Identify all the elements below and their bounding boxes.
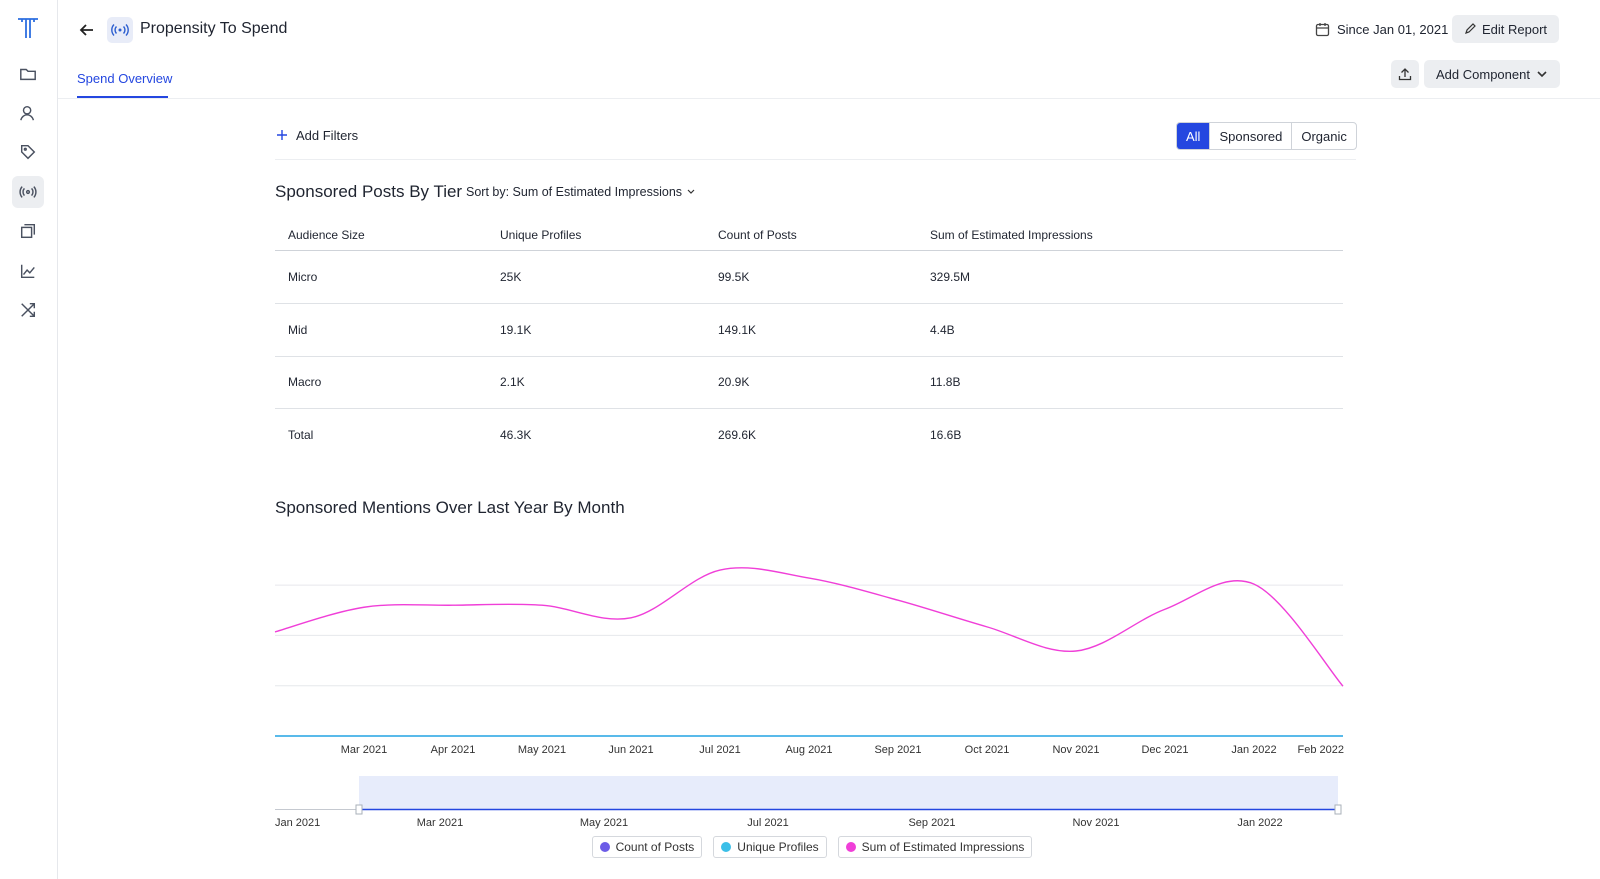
legend-swatch (845, 842, 856, 852)
legend-item[interactable]: Unique Profiles (713, 836, 827, 858)
navigator-handle[interactable] (1334, 804, 1342, 815)
series-line (274, 567, 1344, 687)
table-cell: Micro (288, 270, 318, 284)
legend-swatch (721, 842, 732, 852)
report-title: Propensity To Spend (140, 20, 288, 37)
pencil-icon (1465, 23, 1476, 34)
x-tick-label: Apr 2021 (431, 744, 476, 756)
segment-sponsored[interactable]: Sponsored (1209, 123, 1291, 149)
chart-title: Sponsored Mentions Over Last Year By Mon… (275, 498, 625, 517)
segment-all[interactable]: All (1177, 123, 1210, 149)
row-divider (275, 303, 1343, 304)
legend-swatch (599, 842, 610, 852)
logo (18, 18, 38, 38)
add-component-button[interactable]: Add Component (1424, 60, 1560, 88)
column-header: Sum of Estimated Impressions (930, 228, 1093, 242)
x-tick-label: Sep 2021 (874, 744, 921, 756)
x-tick-label: Jun 2021 (608, 744, 653, 756)
nav-analytics[interactable] (12, 255, 44, 287)
x-tick-label: Dec 2021 (1141, 744, 1188, 756)
date-range[interactable]: Since Jan 01, 2021 (1337, 22, 1449, 37)
x-tick-label: Feb 2022 (1298, 744, 1344, 756)
table-cell: 329.5M (930, 270, 971, 284)
column-header: Count of Posts (718, 228, 797, 242)
table-cell: 2.1K (500, 375, 525, 390)
add-component-label: Add Component (1436, 66, 1530, 82)
column-header: Unique Profiles (500, 228, 582, 242)
legend-label: Sum of Estimated Impressions (861, 840, 1025, 854)
navigator-label: Jan 2021 (275, 817, 320, 829)
legend-item[interactable]: Count of Posts (591, 836, 703, 858)
table-cell: Macro (288, 375, 322, 390)
row-divider (275, 355, 1343, 357)
x-tick-label: Mar 2021 (341, 744, 387, 756)
calendar-icon (1315, 23, 1330, 37)
header-divider (275, 250, 1343, 251)
sort-chevron (687, 189, 694, 194)
add-filters[interactable]: Add Filters (296, 128, 359, 143)
nav-shuffle[interactable] (12, 294, 44, 326)
nav-signals[interactable] (12, 176, 44, 208)
x-tick-label: Jul 2021 (699, 744, 741, 756)
tab[interactable]: Spend Overview (77, 71, 173, 86)
column-header: Audience Size (288, 228, 365, 242)
navigator-handle[interactable] (355, 804, 363, 815)
table-cell: 149.1K (718, 322, 757, 337)
x-tick-label: Jan 2022 (1231, 744, 1276, 756)
navigator-label: Nov 2021 (1072, 817, 1119, 829)
segment-organic[interactable]: Organic (1291, 123, 1356, 149)
table-cell: 19.1K (500, 322, 532, 337)
plus-icon (277, 130, 287, 140)
table-cell: 269.6K (718, 427, 757, 442)
x-tick-label: Aug 2021 (785, 744, 832, 756)
table-cell: 46.3K (500, 427, 532, 442)
table-cell: 25K (500, 270, 522, 284)
table-cell: 20.9K (718, 375, 750, 390)
table-cell: 16.6B (930, 427, 962, 442)
nav-collections[interactable] (12, 215, 44, 247)
legend-item[interactable]: Sum of Estimated Impressions (837, 836, 1033, 858)
nav-folder[interactable] (12, 58, 44, 90)
table-cell: 99.5K (718, 270, 750, 284)
filter-divider (275, 159, 1356, 160)
edit-report-label: Edit Report (1482, 21, 1548, 37)
row-divider (275, 408, 1343, 410)
sort-label: Sort by: Sum of Estimated Impressions (466, 185, 683, 199)
navigator-label: Mar 2021 (417, 817, 463, 829)
navigator-range (359, 776, 1338, 810)
upload-icon (1398, 68, 1412, 81)
sort-selector[interactable]: Sort by: Sum of Estimated Impressions (466, 185, 696, 199)
back-arrow[interactable] (79, 22, 95, 38)
navigator-label: May 2021 (580, 817, 628, 829)
navigator-label: Jan 2022 (1237, 817, 1282, 829)
nav-profiles[interactable] (12, 97, 44, 129)
tab-underline (77, 96, 168, 98)
sidebar (0, 0, 58, 879)
table-cell: Mid (288, 322, 308, 337)
chevron-icon (1537, 71, 1547, 78)
x-tick-label: May 2021 (518, 744, 566, 756)
legend: Count of Posts Unique Profiles Sum of Esti… (0, 836, 1600, 858)
nav-tags[interactable] (12, 136, 44, 168)
table-cell: 4.4B (930, 322, 955, 337)
header-divider (58, 98, 1600, 99)
table-cell: 11.8B (930, 375, 961, 390)
navigator-label: Jul 2021 (747, 817, 789, 829)
legend-label: Unique Profiles (737, 840, 819, 854)
table-title: Sponsored Posts By Tier (275, 182, 463, 201)
report-icon (107, 17, 133, 43)
export-button[interactable] (1391, 60, 1419, 88)
edit-report-button[interactable]: Edit Report (1452, 15, 1560, 43)
table-cell: Total (288, 427, 314, 442)
x-tick-label: Oct 2021 (965, 744, 1010, 756)
x-tick-label: Nov 2021 (1052, 744, 1099, 756)
segment-control: All Sponsored Organic (1176, 122, 1357, 150)
navigator-label: Sep 2021 (908, 817, 955, 829)
legend-label: Count of Posts (615, 840, 695, 854)
